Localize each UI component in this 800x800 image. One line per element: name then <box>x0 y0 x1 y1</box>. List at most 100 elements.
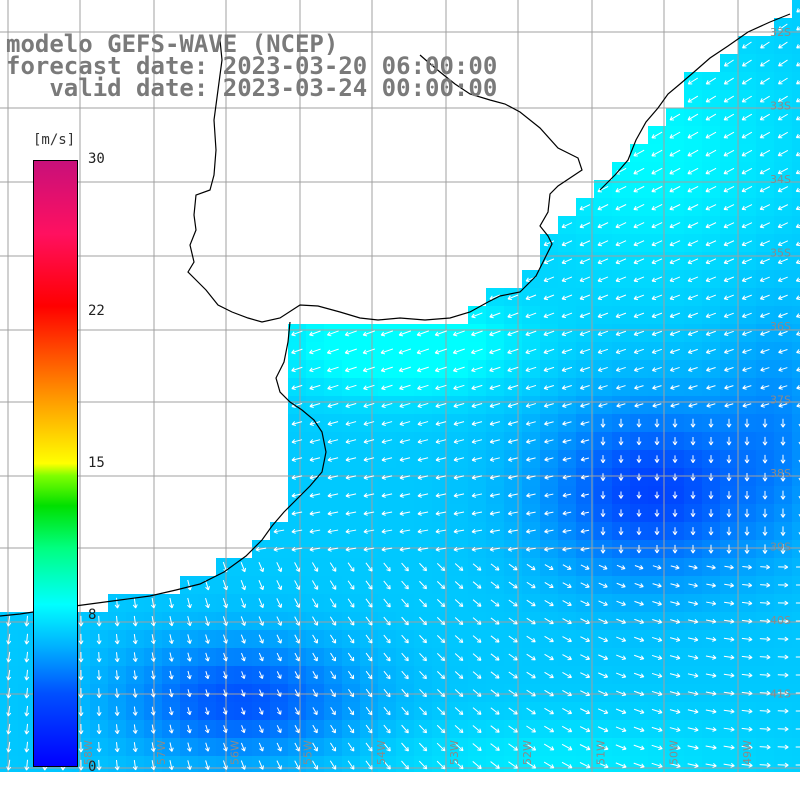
wind-arrow <box>579 294 591 301</box>
wind-arrow <box>633 294 645 301</box>
wind-arrow <box>383 724 391 734</box>
wind-arrow <box>294 580 301 591</box>
wind-arrow <box>795 674 800 676</box>
wind-speed-cell <box>792 108 800 127</box>
wind-arrow <box>240 742 246 752</box>
wind-arrow <box>78 633 84 645</box>
wind-arrow <box>778 59 788 67</box>
wind-arrow <box>705 240 717 247</box>
wind-arrow <box>759 95 770 103</box>
wind-arrow <box>132 742 138 753</box>
wind-arrow <box>778 312 788 318</box>
wind-arrow <box>777 708 789 714</box>
wind-arrow <box>471 403 483 408</box>
wind-arrow <box>670 402 680 408</box>
wind-arrow <box>597 744 609 751</box>
wind-arrow <box>760 41 770 49</box>
wind-arrow <box>186 652 192 662</box>
wind-arrow <box>670 385 680 390</box>
wind-arrow <box>669 113 681 121</box>
wind-arrow <box>687 185 699 193</box>
wind-arrow <box>633 312 645 319</box>
wind-arrow <box>258 616 264 626</box>
wind-arrow <box>669 673 681 678</box>
coastline-south <box>0 321 327 617</box>
wind-arrow <box>489 492 500 498</box>
wind-arrow <box>508 707 518 715</box>
wind-arrow <box>168 616 174 627</box>
wind-arrow <box>780 436 786 446</box>
wind-arrow <box>723 186 735 193</box>
wind-arrow <box>399 421 411 426</box>
colorbar-tick-15: 15 <box>88 455 105 471</box>
wind-arrow <box>741 240 753 247</box>
wind-arrow <box>508 599 518 607</box>
colorbar-unit: [m/s] <box>33 132 76 148</box>
wind-arrow <box>507 384 519 391</box>
wind-arrow <box>417 402 429 409</box>
wind-arrow <box>597 366 608 372</box>
wind-arrow <box>723 744 735 750</box>
wind-speed-cell <box>792 126 800 145</box>
wind-arrow <box>401 634 409 644</box>
wind-arrow <box>651 312 663 319</box>
wind-arrow <box>741 77 752 85</box>
wind-arrow <box>453 492 465 498</box>
wind-arrow <box>471 546 483 552</box>
wind-arrow <box>672 473 678 481</box>
wind-arrow <box>489 528 501 534</box>
wind-arrow <box>240 561 247 573</box>
wind-arrow <box>132 634 138 645</box>
wind-arrow <box>454 653 464 661</box>
wind-arrow <box>452 330 465 337</box>
wind-arrow <box>436 599 446 608</box>
wind-arrow <box>6 741 12 753</box>
wind-arrow <box>490 671 500 679</box>
wind-arrow <box>741 672 753 678</box>
wind-arrow <box>777 276 788 283</box>
wind-arrow <box>132 597 138 609</box>
wind-arrow <box>759 672 771 678</box>
wind-arrow <box>204 671 210 680</box>
wind-arrow <box>401 760 410 770</box>
wind-arrow <box>654 509 660 517</box>
wind-arrow <box>687 366 698 372</box>
wind-arrow <box>526 635 536 643</box>
wind-arrow <box>525 384 537 390</box>
latitude-label: 32S <box>770 26 791 39</box>
wind-arrow <box>687 222 699 229</box>
wind-arrow <box>687 709 699 714</box>
wind-arrow <box>114 615 120 627</box>
wind-arrow <box>526 617 536 625</box>
wind-arrow <box>778 564 789 570</box>
wind-arrow <box>222 689 228 697</box>
wind-arrow <box>472 707 482 715</box>
wind-arrow <box>579 726 591 733</box>
wind-arrow <box>579 744 591 751</box>
wind-arrow <box>597 312 609 319</box>
wind-arrow <box>633 654 645 661</box>
wind-arrow <box>651 330 663 337</box>
colorbar-tick-8: 8 <box>88 607 97 623</box>
wind-arrow <box>472 617 482 625</box>
wind-arrow <box>222 598 228 609</box>
wind-arrow <box>168 597 174 609</box>
wind-arrow <box>526 456 536 462</box>
wind-arrow <box>363 475 375 480</box>
wind-arrow <box>150 742 156 752</box>
wind-arrow <box>168 688 174 698</box>
wind-arrow <box>435 402 447 409</box>
wind-arrow <box>291 475 303 480</box>
wind-arrow <box>383 760 391 770</box>
wind-arrow <box>741 744 753 750</box>
wind-arrow <box>543 366 555 373</box>
wind-arrow <box>312 671 318 680</box>
wind-arrow <box>600 436 606 446</box>
wind-arrow <box>654 527 660 535</box>
wind-arrow <box>687 258 699 265</box>
wind-arrow <box>708 544 714 554</box>
wind-arrow <box>543 403 554 408</box>
wind-arrow <box>311 580 319 590</box>
wind-arrow <box>741 186 753 193</box>
wind-arrow <box>777 600 789 606</box>
